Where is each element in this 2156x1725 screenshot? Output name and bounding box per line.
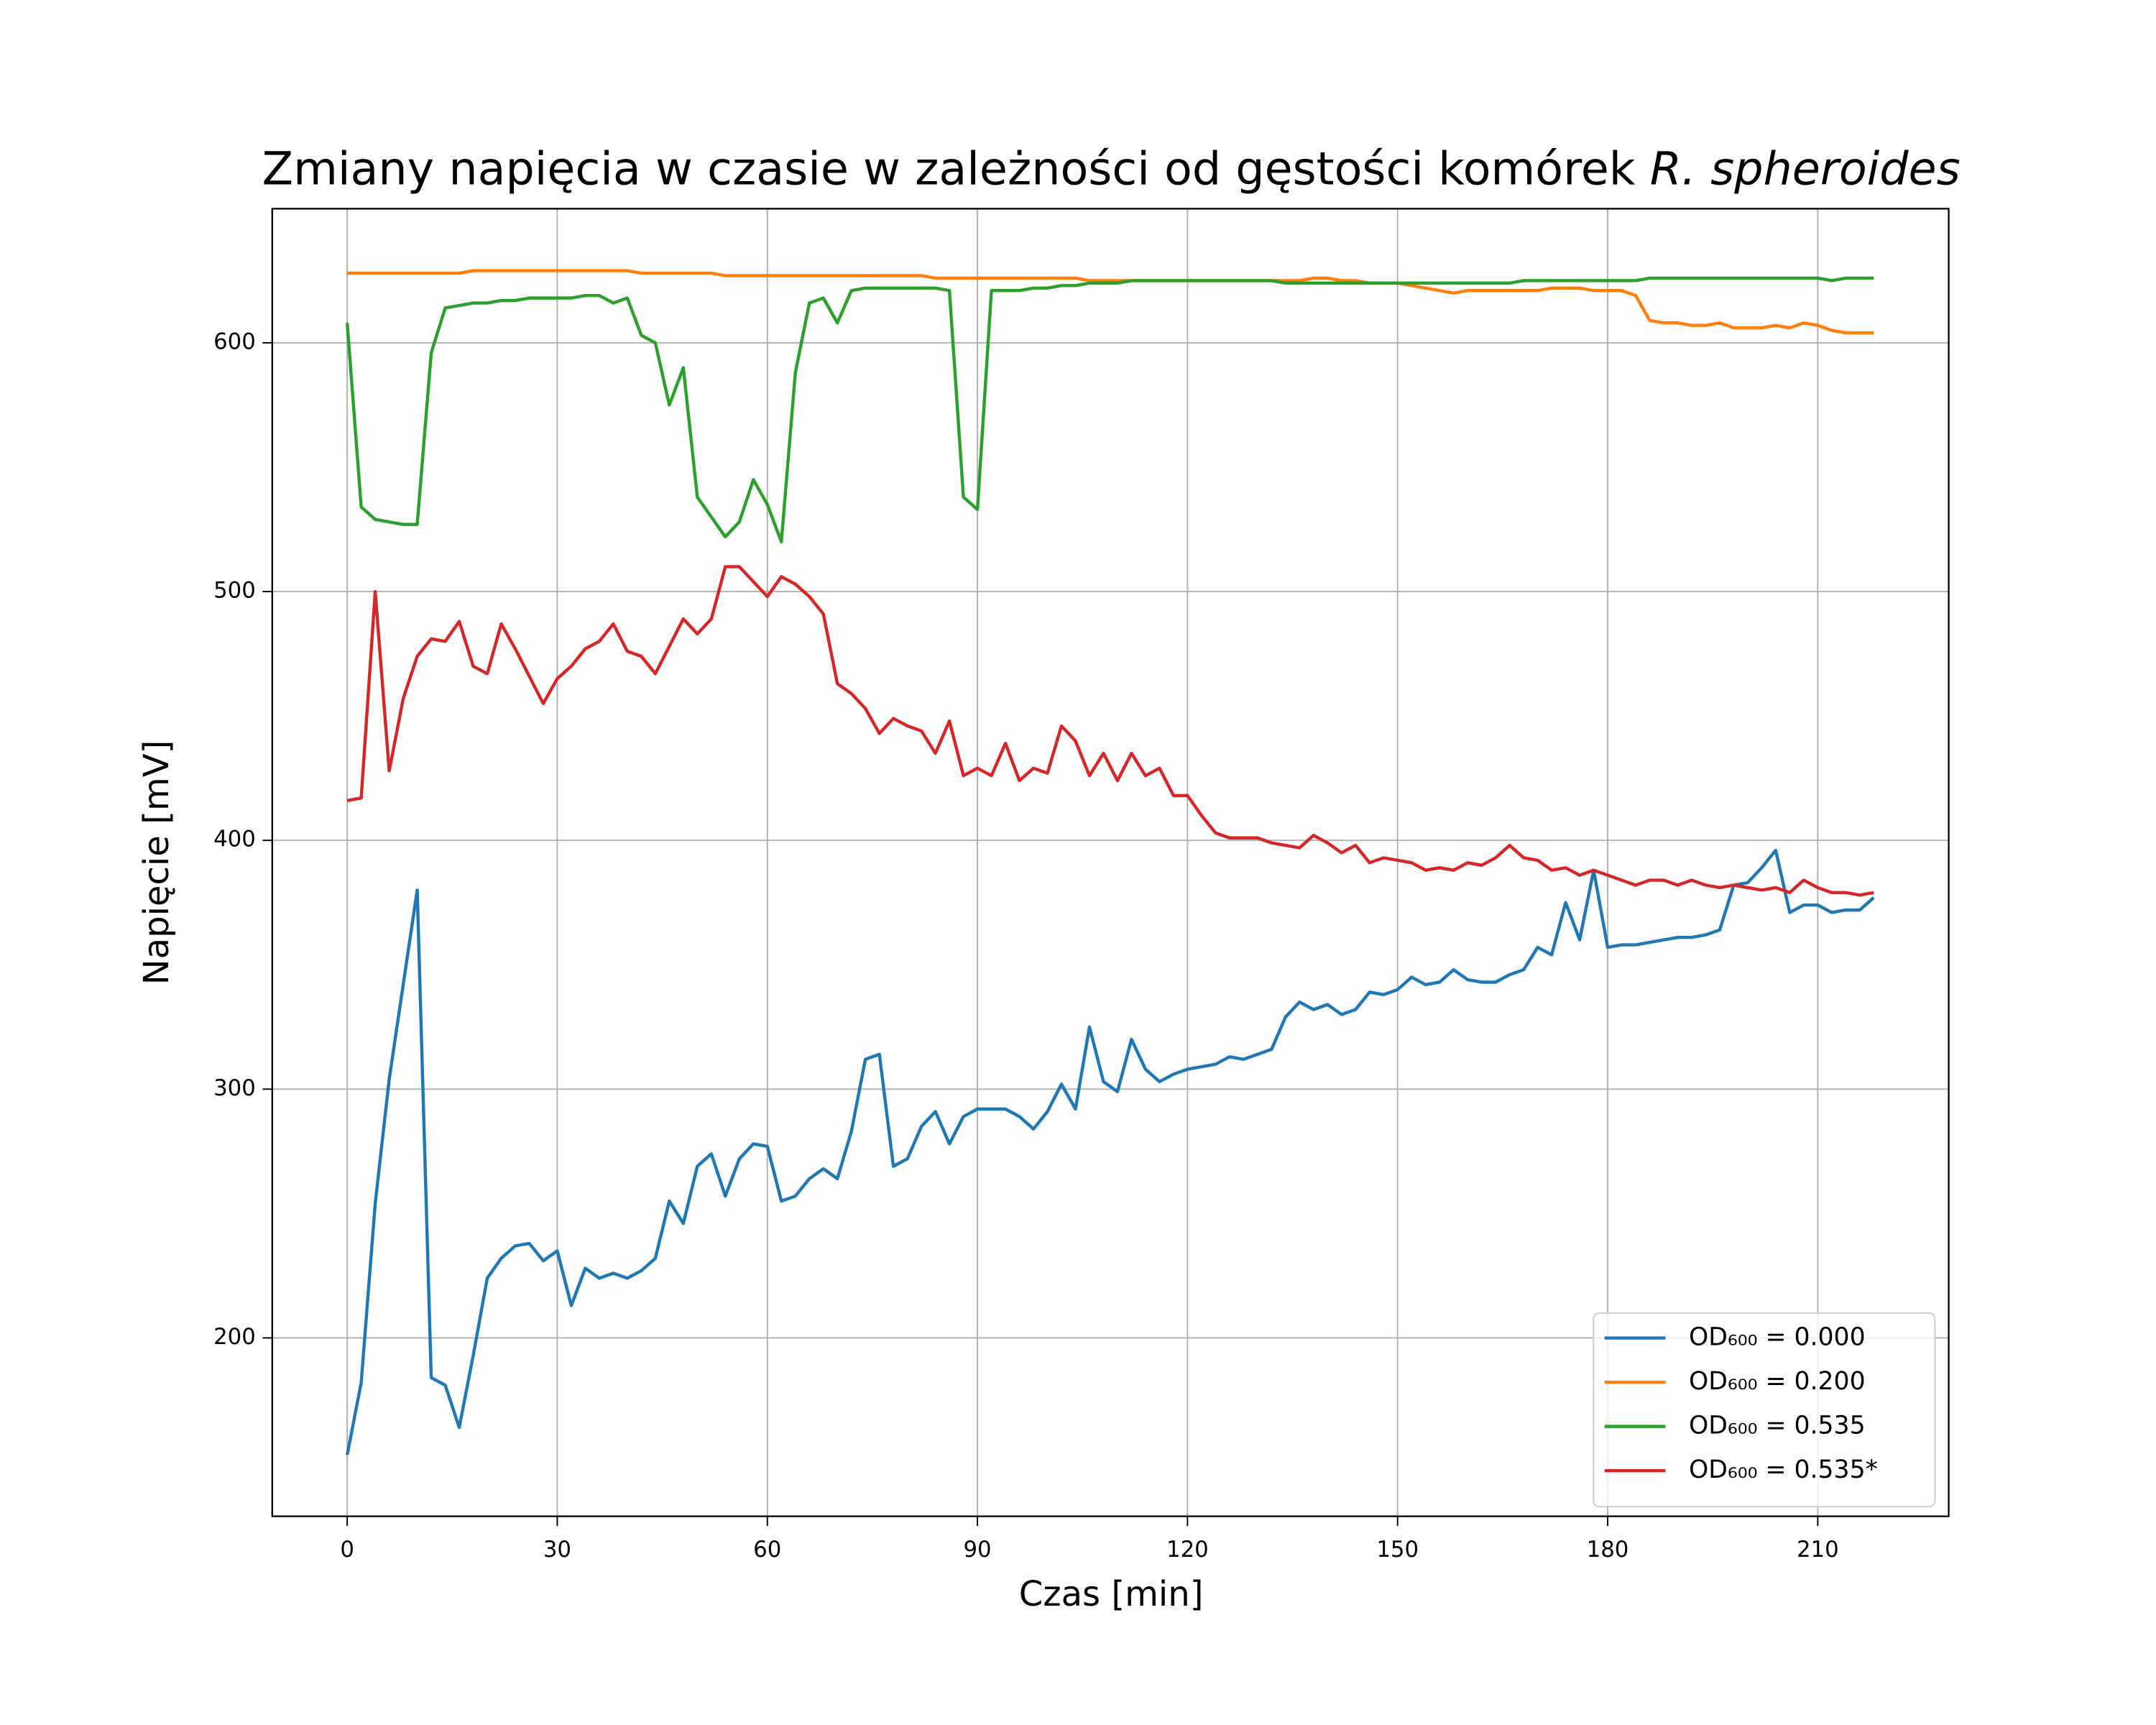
- legend-label: OD₆₀₀ = 0.200: [1689, 1367, 1866, 1396]
- chart-title: Zmiany napięcia w czasie w zależności od…: [262, 142, 1961, 195]
- title-main: Zmiany napięcia w czasie w zależności od…: [262, 142, 1636, 195]
- data-line: [347, 269, 1874, 335]
- x-tick-label: 150: [1376, 1537, 1419, 1563]
- x-tick-label: 30: [543, 1537, 571, 1563]
- y-tick-label: 400: [213, 827, 256, 852]
- y-tick-label: 300: [213, 1075, 256, 1101]
- x-tick-label: 0: [340, 1537, 354, 1563]
- x-tick-label: 120: [1166, 1537, 1209, 1563]
- x-tick-label: 180: [1587, 1537, 1629, 1563]
- x-tick-label: 90: [963, 1537, 991, 1563]
- title-italic: R. spheroides: [1650, 142, 1961, 195]
- grid: [272, 208, 1949, 1517]
- y-tick-label: 200: [213, 1324, 256, 1350]
- axes-frame: [271, 208, 1950, 1517]
- legend-label: OD₆₀₀ = 0.000: [1689, 1323, 1866, 1352]
- legend-label: OD₆₀₀ = 0.535: [1689, 1412, 1866, 1440]
- legend: OD₆₀₀ = 0.000 OD₆₀₀ = 0.200 OD₆₀₀ = 0.535 O…: [1593, 1312, 1936, 1508]
- y-axis-label: Napięcie [mV]: [137, 740, 177, 985]
- y-tick-label: 500: [213, 578, 256, 604]
- data-line: [346, 565, 1874, 897]
- y-tick-label: 600: [213, 328, 256, 354]
- legend-box: [1593, 1312, 1936, 1508]
- x-axis-label: Czas [min]: [1019, 1574, 1204, 1614]
- x-tick-label: 60: [753, 1537, 781, 1563]
- legend-label: OD₆₀₀ = 0.535*: [1689, 1455, 1878, 1484]
- data-line: [345, 848, 1875, 1455]
- data-line: [345, 276, 1874, 544]
- x-tick-label: 210: [1797, 1537, 1839, 1563]
- plot-area: [345, 269, 1875, 1455]
